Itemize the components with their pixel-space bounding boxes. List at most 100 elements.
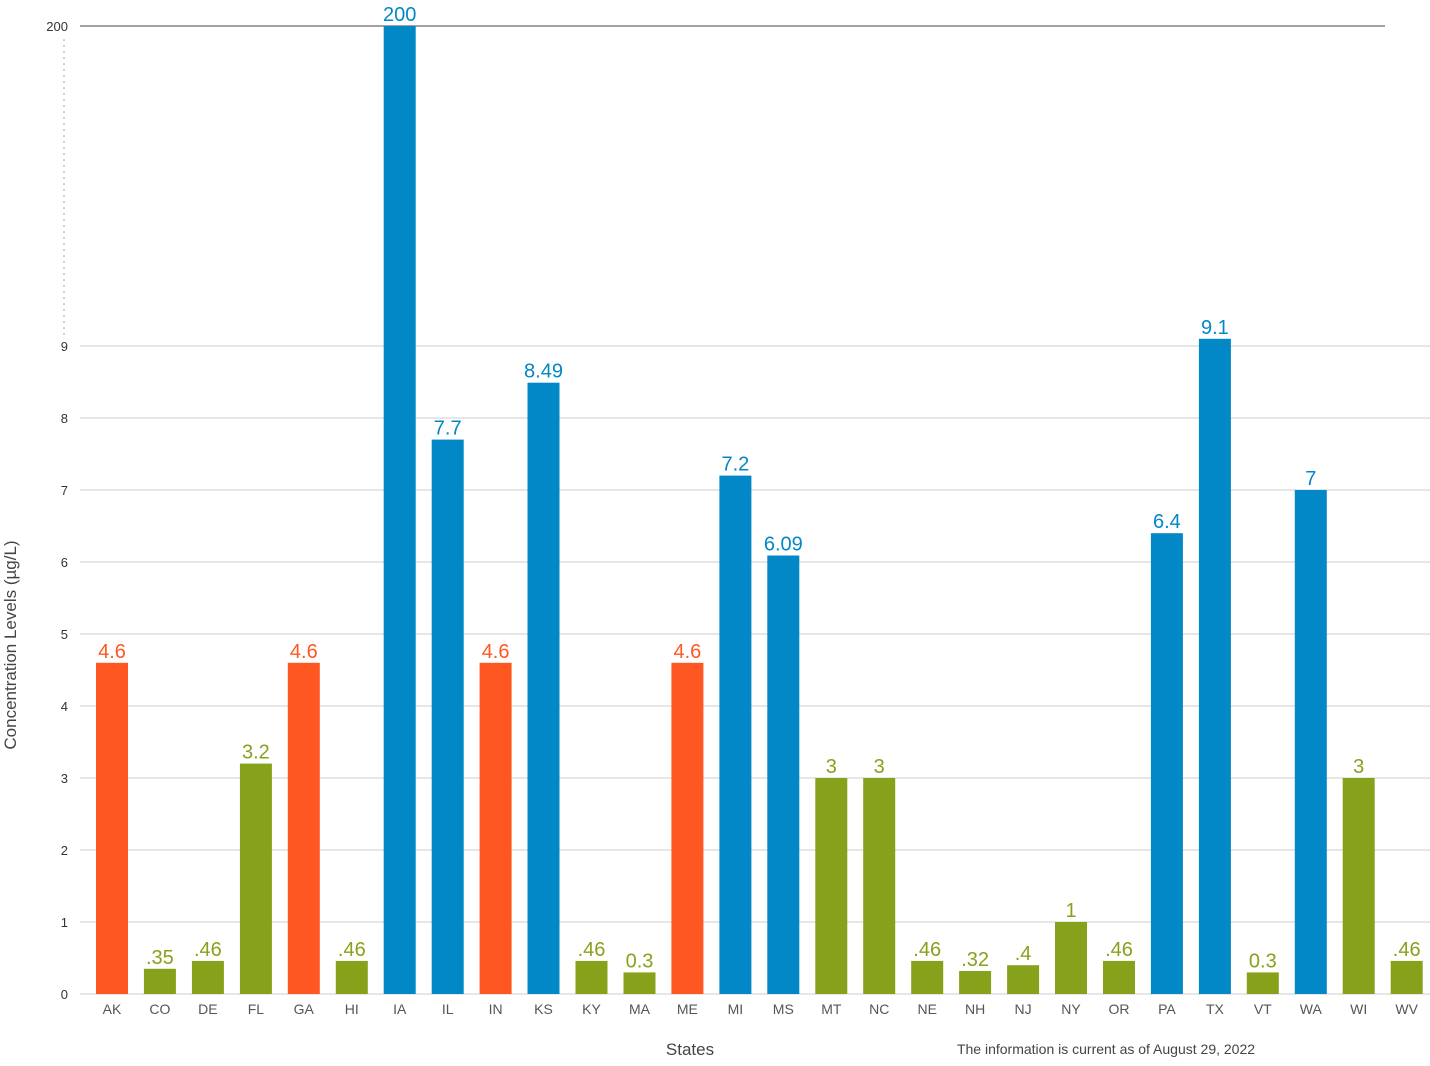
axis-break-dot — [63, 279, 65, 281]
axis-break-dot — [63, 81, 65, 83]
y-tick-label: 3 — [61, 771, 68, 786]
y-tick-labels: 0 1 2 3 4 5 6 7 8 9 200 — [46, 19, 68, 1002]
axis-break-dot — [63, 57, 65, 59]
x-tick-il: IL — [442, 1001, 454, 1017]
x-tick-ia: IA — [393, 1001, 407, 1017]
bar-ak — [96, 662, 128, 994]
bar-mt — [815, 778, 848, 994]
bar-ks — [527, 382, 560, 994]
value-label-mi: 7.2 — [721, 454, 749, 476]
bar-in — [479, 662, 512, 994]
y-tick-label: 2 — [61, 843, 68, 858]
x-tick-nc: NC — [869, 1001, 889, 1017]
y-axis-title: Concentration Levels (µg/L) — [1, 540, 20, 749]
axis-break-dot — [63, 183, 65, 185]
axis-break-dot — [63, 87, 65, 89]
value-label-wi: 3 — [1353, 756, 1364, 778]
x-tick-nj: NJ — [1015, 1001, 1032, 1017]
bar-hi — [335, 960, 368, 994]
value-label-nc: 3 — [874, 756, 885, 778]
x-tick-ak: AK — [103, 1001, 122, 1017]
x-tick-hi: HI — [345, 1001, 359, 1017]
bar-mi — [719, 475, 752, 995]
axis-break-dot — [63, 99, 65, 101]
value-label-pa: 6.4 — [1153, 511, 1181, 533]
x-tick-ms: MS — [773, 1001, 794, 1017]
value-labels: 4.6 .35 .46 3.2 4.6 .46 200 7.7 4.6 8.49 .46 0.3 4.6… — [98, 4, 1421, 972]
y-tick-label: 7 — [61, 483, 68, 498]
value-label-ne: .46 — [913, 939, 941, 961]
value-label-me: 4.6 — [673, 641, 701, 663]
bar-ga — [287, 662, 320, 994]
bar-vt — [1246, 972, 1279, 994]
axis-break-dot — [63, 213, 65, 215]
x-tick-mi: MI — [728, 1001, 744, 1017]
bar-ne — [911, 960, 944, 994]
x-tick-ks: KS — [534, 1001, 553, 1017]
x-tick-tx: TX — [1206, 1001, 1225, 1017]
bar-wi — [1342, 778, 1375, 994]
axis-break-dot — [63, 93, 65, 95]
axis-break-dot — [63, 153, 65, 155]
value-label-co: .35 — [146, 947, 174, 969]
value-label-fl: 3.2 — [242, 742, 270, 764]
axis-break-dot — [63, 321, 65, 323]
axis-break-dot — [63, 291, 65, 293]
x-tick-ga: GA — [294, 1001, 315, 1017]
axis-break-dot — [63, 297, 65, 299]
axis-break-dot — [63, 39, 65, 41]
axis-break-dot — [63, 69, 65, 71]
value-label-ky: .46 — [578, 939, 606, 961]
axis-break-dot — [63, 237, 65, 239]
x-tick-mt: MT — [821, 1001, 842, 1017]
bar-nj — [1007, 965, 1040, 994]
value-label-ks: 8.49 — [524, 361, 563, 383]
bar-nh — [959, 971, 992, 994]
axis-break-dot — [63, 207, 65, 209]
axis-break-dot — [63, 135, 65, 137]
value-label-ms: 6.09 — [764, 534, 803, 556]
value-label-de: .46 — [194, 939, 222, 961]
axis-break-dot — [63, 231, 65, 233]
axis-break-dot — [63, 111, 65, 113]
axis-break-dot — [63, 147, 65, 149]
y-tick-label: 6 — [61, 555, 68, 570]
bar-ky — [575, 960, 608, 994]
value-label-nh: .32 — [961, 949, 989, 971]
x-tick-me: ME — [677, 1001, 698, 1017]
x-tick-co: CO — [149, 1001, 170, 1017]
bar-tx — [1198, 338, 1231, 994]
y-tick-label: 4 — [61, 699, 68, 714]
value-label-ny: 1 — [1065, 900, 1076, 922]
x-tick-ne: NE — [917, 1001, 936, 1017]
value-label-ak: 4.6 — [98, 641, 126, 663]
value-label-ga: 4.6 — [290, 641, 318, 663]
axis-break-dot — [63, 201, 65, 203]
axis-break-dot — [63, 255, 65, 257]
axis-break-dot — [63, 327, 65, 329]
x-tick-ky: KY — [582, 1001, 601, 1017]
value-label-or: .46 — [1105, 939, 1133, 961]
x-axis-title: States — [666, 1040, 714, 1059]
bar-ny — [1055, 922, 1087, 994]
x-tick-vt: VT — [1254, 1001, 1272, 1017]
y-tick-label: 8 — [61, 411, 68, 426]
bar-wa — [1294, 490, 1327, 994]
axis-break-dots — [63, 39, 65, 335]
axis-break-dot — [63, 243, 65, 245]
x-tick-nh: NH — [965, 1001, 985, 1017]
bar-ma — [623, 972, 656, 994]
value-label-tx: 9.1 — [1201, 317, 1229, 339]
x-tick-or: OR — [1109, 1001, 1130, 1017]
x-tick-de: DE — [198, 1001, 217, 1017]
x-tick-wa: WA — [1300, 1001, 1323, 1017]
axis-break-dot — [63, 75, 65, 77]
axis-break-dot — [63, 303, 65, 305]
x-tick-pa: PA — [1158, 1001, 1176, 1017]
axis-break-dot — [63, 177, 65, 179]
y-tick-label: 5 — [61, 627, 68, 642]
bar-de — [191, 960, 224, 994]
bar-pa — [1150, 533, 1183, 994]
value-label-mt: 3 — [826, 756, 837, 778]
